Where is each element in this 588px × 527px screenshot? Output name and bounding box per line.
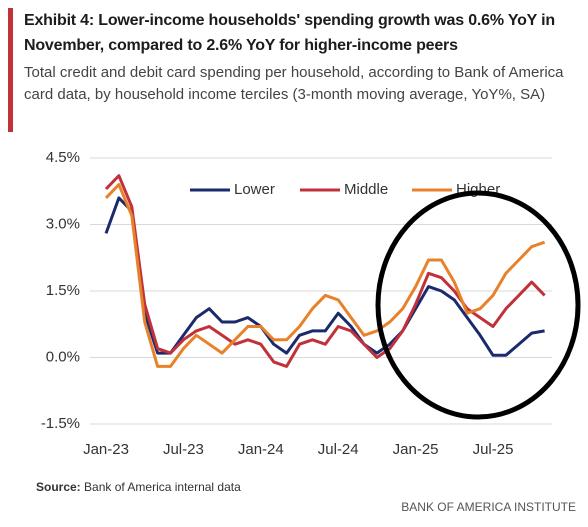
x-tick-label: Jan-25 — [393, 441, 439, 458]
y-tick-label: 0.0% — [46, 348, 80, 365]
brand: BANK OF AMERICA INSTITUTE — [401, 500, 576, 514]
source-label: Source: — [36, 480, 81, 494]
y-tick-label: 3.0% — [46, 215, 80, 232]
series-line — [104, 196, 545, 357]
source-text: Bank of America internal data — [84, 480, 241, 494]
source: Source: Bank of America internal data — [36, 480, 241, 494]
legend-item: Lower — [190, 181, 275, 198]
y-tick-label: -1.5% — [41, 415, 80, 432]
legend-label: Lower — [234, 181, 275, 198]
y-tick-label: 4.5% — [46, 149, 80, 166]
series-line — [104, 183, 546, 368]
x-tick-label: Jul-24 — [318, 441, 359, 458]
legend-item: Middle — [300, 181, 388, 198]
y-tick-label: 1.5% — [46, 282, 80, 299]
x-tick-label: Jul-25 — [473, 441, 514, 458]
legend-label: Middle — [344, 181, 388, 198]
highlight-circle — [375, 190, 581, 420]
x-tick-label: Jan-24 — [238, 441, 284, 458]
x-tick-label: Jan-23 — [83, 441, 129, 458]
plot: -1.5% 0.0% 1.5% 3.0% 4.5% Jan-23 Jul-23 Jan-24 J… — [41, 149, 552, 458]
series-line — [104, 174, 546, 368]
chart-subtitle: Total credit and debit card spending per… — [24, 64, 564, 103]
chart-title: Exhibit 4: Lower-income households' spen… — [24, 12, 555, 54]
x-tick-label: Jul-23 — [163, 441, 204, 458]
accent-bar — [8, 8, 13, 132]
